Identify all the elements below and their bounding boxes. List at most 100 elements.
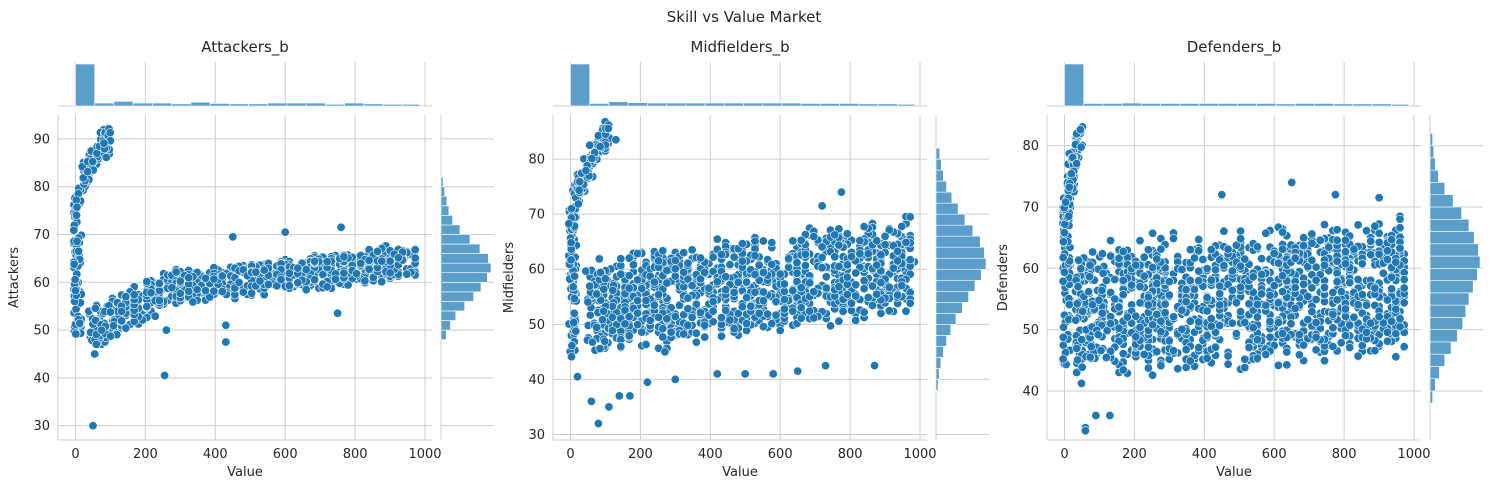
hist-x-bar [1294,103,1315,107]
scatter-point [1353,300,1363,310]
scatter-point [1236,307,1246,317]
scatter-point [1341,304,1351,314]
hist-x-bar [1256,103,1277,107]
scatter-point [1078,306,1088,316]
scatter-point [758,296,768,306]
scatter-point [1064,182,1074,192]
scatter-point [796,283,806,293]
scatter-point [1122,312,1132,322]
scatter-point [620,319,630,329]
scatter-point [1299,279,1309,289]
scatter-point [1307,307,1317,317]
hist-y-bar [1429,353,1446,367]
scatter-point [333,308,343,318]
scatter-point [660,347,670,357]
scatter-point [729,287,739,297]
scatter-point [1198,255,1208,265]
scatter-point [859,307,869,317]
scatter-point [121,292,131,302]
hist-y-bar [1429,366,1440,379]
hist-x-bar [1198,103,1219,107]
scatter-point [1206,321,1216,331]
scatter-point [372,246,382,256]
scatter-point [851,315,861,325]
scatter-point [142,277,152,287]
scatter-point [838,306,848,316]
scatter-point [1215,320,1225,330]
hist-x-bar [1352,103,1373,107]
scatter-point [758,322,768,332]
scatter-point [662,278,672,288]
scatter-point [293,278,303,288]
scatter-point [410,245,420,255]
y-tick-label: 70 [1022,200,1039,215]
scatter-point [1227,285,1237,295]
y-tick-label: 80 [33,180,50,195]
scatter-point [855,249,865,259]
scatter-point [624,271,634,281]
scatter-point [99,138,109,148]
scatter-point [1257,289,1267,299]
scatter-point [1341,311,1351,321]
scatter-point [1244,299,1254,309]
scatter-point [825,321,835,331]
scatter-point [1097,285,1107,295]
scatter-point [742,319,752,329]
y-tick-label: 30 [33,419,50,434]
hist-x-bar [1160,103,1181,107]
hist-x-bar [858,103,879,107]
scatter-point [1156,244,1166,254]
scatter-point [608,285,618,295]
hist-x-bar [325,104,345,107]
scatter-point [695,307,705,317]
hist-y-bar [1429,329,1458,343]
y-tick-label: 30 [528,428,545,443]
scatter-point [1252,312,1262,322]
scatter-point [1114,323,1124,333]
scatter-point [1320,356,1330,366]
scatter-point [1135,298,1145,308]
scatter-point [301,285,311,295]
scatter-point [1071,315,1081,325]
scatter-point [834,240,844,250]
scatter-point [1152,254,1162,264]
scatter-point [184,273,194,283]
hist-y-bar [440,224,461,235]
scatter-point [1135,236,1145,246]
scatter-point [1215,289,1225,299]
hist-y-bar [935,213,966,226]
scatter-point [1307,229,1317,239]
scatter-point [1286,319,1296,329]
scatter-point [142,301,152,311]
scatter-point [1382,327,1392,337]
scatter-point [566,238,576,248]
figure-suptitle: Skill vs Value Market [667,8,822,26]
scatter-point [817,253,827,263]
scatter-point [1058,253,1068,263]
hist-y-bar [1429,133,1433,146]
scatter-point [1374,193,1384,203]
x-tick-label: 600 [768,447,793,462]
scatter-point [1074,255,1084,265]
scatter-point [410,253,420,263]
scatter-point [1362,226,1372,236]
scatter-point [585,281,595,291]
scatter-point [569,294,579,304]
scatter-point [1206,245,1216,255]
scatter-point [1091,410,1101,420]
scatter-point [1139,271,1149,281]
y-tick-label: 40 [33,371,50,386]
hist-y-bar [935,180,947,193]
hist-x-bar [94,102,115,107]
marginal-y-histogram [935,147,987,391]
scatter-point [1395,214,1405,224]
scatter-point [1332,295,1342,305]
scatter-point [649,277,659,287]
scatter-point [830,252,840,262]
scatter-point [356,258,366,268]
scatter-point [586,396,596,406]
scatter-point [1328,287,1338,297]
scatter-point [343,280,353,290]
scatter-point [1194,343,1204,353]
scatter-point [1357,259,1367,269]
